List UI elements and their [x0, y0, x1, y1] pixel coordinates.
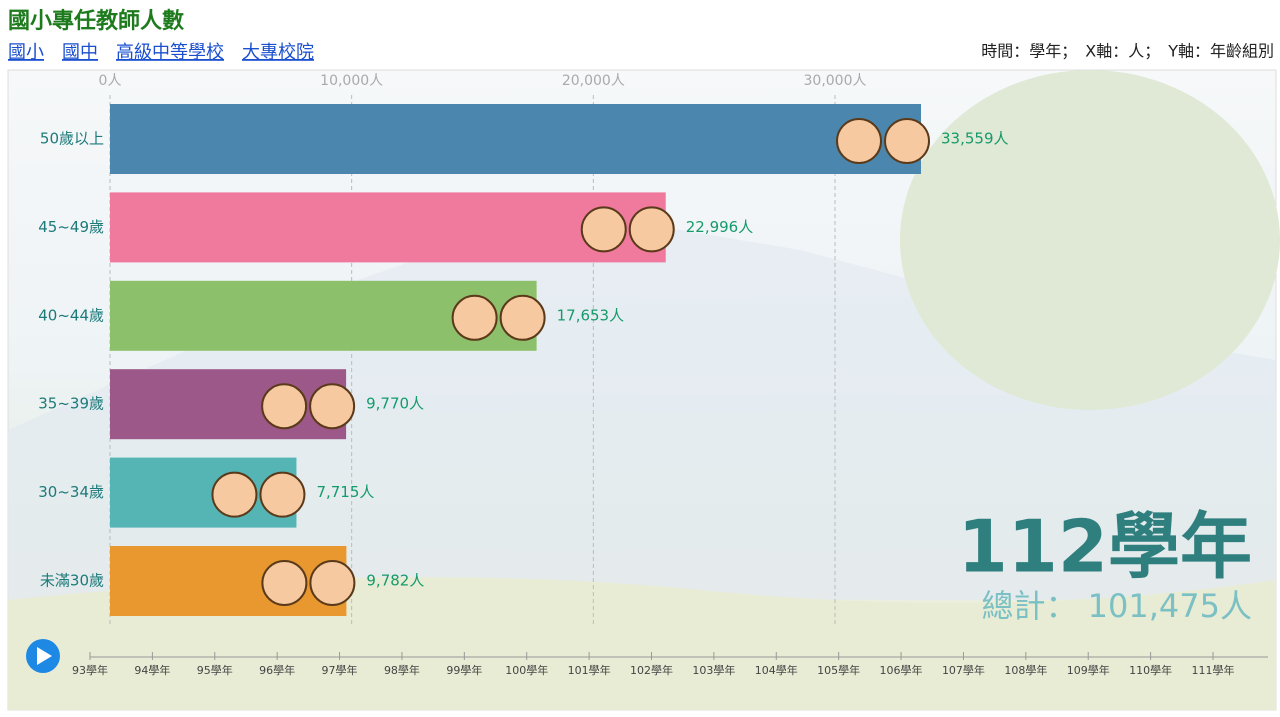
timeline-label: 106學年 — [880, 663, 923, 677]
timeline-label: 100學年 — [505, 663, 548, 677]
face-icon — [261, 560, 308, 606]
x-tick-label: 30,000人 — [804, 73, 867, 89]
timeline-label: 104學年 — [755, 663, 798, 677]
x-tick-label: 10,000人 — [320, 73, 383, 89]
timeline-label: 94學年 — [134, 663, 170, 677]
y-tick-label: 40~44歲 — [38, 306, 104, 324]
face-icon — [309, 560, 356, 606]
timeline-label: 98學年 — [384, 663, 420, 677]
face-icon — [451, 294, 498, 341]
timeline-label: 107學年 — [942, 663, 985, 677]
y-tick-label: 45~49歲 — [38, 218, 104, 236]
y-tick-label: 未滿30歲 — [40, 572, 104, 590]
total-label: 總計： 101,475人 — [981, 587, 1252, 625]
y-tick-label: 50歲以上 — [40, 130, 104, 148]
nav-link[interactable]: 國中 — [62, 42, 98, 63]
face-icon — [259, 471, 306, 518]
period-label: 112學年 — [958, 505, 1252, 589]
face-icon — [309, 383, 356, 430]
timeline-label: 93學年 — [72, 663, 108, 677]
timeline-label: 110學年 — [1129, 663, 1172, 677]
face-icon — [261, 383, 308, 430]
bar — [110, 192, 666, 263]
face-icon — [628, 206, 675, 253]
page-title: 國小專任教師人數 — [8, 8, 184, 34]
timeline-label: 101學年 — [568, 663, 611, 677]
value-label: 9,782人 — [366, 572, 424, 590]
timeline-label: 95學年 — [197, 663, 233, 677]
timeline-label: 103學年 — [692, 663, 735, 677]
x-tick-label: 0人 — [99, 73, 122, 89]
y-tick-label: 30~34歲 — [38, 483, 104, 501]
timeline-label: 111學年 — [1192, 663, 1235, 677]
play-icon[interactable] — [37, 647, 52, 665]
nav-link[interactable]: 國小 — [8, 42, 44, 63]
x-tick-label: 20,000人 — [562, 73, 625, 89]
timeline-label: 109學年 — [1067, 663, 1110, 677]
bar — [110, 104, 922, 174]
value-label: 17,653人 — [557, 306, 625, 324]
timeline-label: 99學年 — [446, 663, 482, 677]
play-button[interactable] — [26, 639, 60, 673]
tree — [900, 70, 1280, 410]
value-label: 33,559人 — [941, 130, 1009, 148]
timeline-label: 97學年 — [322, 663, 358, 677]
y-tick-label: 35~39歲 — [38, 395, 104, 413]
face-icon — [836, 118, 883, 164]
nav-link[interactable]: 高級中等學校 — [116, 42, 224, 63]
face-icon — [499, 294, 546, 341]
timeline-label: 108學年 — [1004, 663, 1047, 677]
timeline-label: 96學年 — [259, 663, 295, 677]
axis-info: 時間：學年； X軸：人； Y軸：年齡組別 — [981, 42, 1274, 61]
value-label: 22,996人 — [686, 218, 754, 236]
timeline-label: 102學年 — [630, 663, 673, 677]
face-icon — [884, 118, 931, 164]
nav-link[interactable]: 大專校院 — [242, 42, 314, 63]
timeline-label: 105學年 — [817, 663, 860, 677]
value-label: 9,770人 — [366, 395, 424, 413]
face-icon — [211, 471, 258, 518]
face-icon — [580, 206, 627, 253]
value-label: 7,715人 — [316, 483, 374, 501]
